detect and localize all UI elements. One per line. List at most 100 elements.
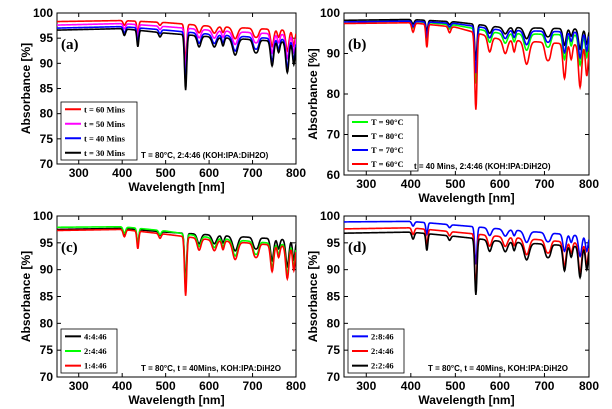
x-tick-label: 400 — [112, 166, 132, 180]
series-line — [344, 231, 589, 296]
legend-entry-label: 2:8:46 — [371, 331, 394, 341]
x-tick-label: 700 — [243, 379, 263, 393]
panel-label: (a) — [61, 37, 79, 53]
legend-box — [60, 101, 138, 161]
panel-label: (b) — [348, 37, 366, 53]
legend-entry-label: t = 40 Mins — [84, 133, 126, 143]
y-axis-label: Absorbance [%] — [306, 48, 320, 139]
y-axis-label: Absorbance [%] — [19, 251, 33, 342]
y-tick-label: 90 — [327, 47, 341, 61]
y-tick-label: 80 — [327, 87, 341, 101]
x-axis-label: Wavelength [nm] — [128, 393, 224, 407]
y-tick-label: 85 — [40, 82, 54, 96]
series-line — [344, 20, 589, 74]
panel-annotation: T = 80°C, t = 40Mins, KOH:IPA:DiH2O — [428, 364, 568, 373]
y-tick-label: 75 — [327, 343, 341, 357]
legend-entry-label: 2:4:46 — [371, 346, 394, 356]
series-line — [57, 27, 296, 91]
series-line — [57, 25, 296, 83]
y-tick-label: 70 — [327, 128, 341, 142]
x-tick-label: 400 — [112, 379, 132, 393]
x-tick-label: 600 — [490, 379, 510, 393]
panel-label: (d) — [348, 240, 366, 256]
panel-annotation: t = 40 Mins, 2:4:46 (KOH:IPA:DiH2O) — [414, 162, 551, 171]
y-tick-label: 80 — [327, 316, 341, 330]
x-tick-label: 800 — [579, 379, 599, 393]
y-tick-label: 95 — [40, 236, 54, 250]
series-line — [57, 228, 296, 296]
chart-panel-2: 300 400 500 600 700 800 60 70 80 90 100 Wavelength … — [306, 6, 599, 205]
x-tick-label: 800 — [579, 177, 599, 191]
legend-entry-label: 4:4:46 — [84, 331, 107, 341]
series-group — [57, 19, 296, 91]
x-tick-label: 700 — [243, 166, 263, 180]
legend-entry-label: T = 90°C — [371, 117, 404, 127]
y-tick-label: 100 — [320, 6, 340, 20]
x-tick-label: 500 — [445, 379, 465, 393]
chart-panel-4: 300 400 500 600 700 800 70 75 80 85 90 95 100 Wavelen… — [306, 209, 599, 407]
x-tick-label: 800 — [286, 166, 306, 180]
series-group — [57, 225, 296, 296]
series-line — [57, 22, 296, 72]
y-tick-label: 70 — [327, 370, 341, 384]
y-axis-label: Absorbance [%] — [306, 251, 320, 342]
y-axis-label: Absorbance [%] — [19, 43, 33, 134]
chart-panel-1: 300 400 500 600 700 800 70 75 80 85 90 95 100 Wavelen… — [19, 6, 306, 194]
x-tick-label: 500 — [156, 166, 176, 180]
x-tick-label: 600 — [490, 177, 510, 191]
legend-box — [347, 114, 419, 172]
x-tick-label: 300 — [356, 379, 376, 393]
y-tick-label: 90 — [40, 263, 54, 277]
series-line — [344, 227, 589, 288]
y-tick-label: 75 — [40, 343, 54, 357]
y-tick-label: 80 — [40, 316, 54, 330]
y-tick-label: 100 — [33, 209, 53, 223]
y-tick-label: 95 — [40, 31, 54, 45]
x-tick-label: 300 — [69, 166, 89, 180]
legend-entry-label: T = 80°C — [371, 131, 404, 141]
series-line — [344, 18, 589, 61]
panel-label: (c) — [61, 240, 78, 256]
x-tick-label: 400 — [401, 379, 421, 393]
legend-entry-label: 1:4:46 — [84, 361, 107, 371]
legend-entry-label: t = 50 Mins — [84, 119, 126, 129]
chart-panel-3: 300 400 500 600 700 800 70 75 80 85 90 95 100 Wavelen… — [19, 209, 306, 407]
y-tick-label: 70 — [40, 370, 54, 384]
y-tick-label: 90 — [40, 56, 54, 70]
legend-entry-label: T = 70°C — [371, 145, 404, 155]
y-tick-label: 70 — [40, 157, 54, 171]
y-tick-label: 100 — [33, 6, 53, 20]
x-tick-label: 500 — [156, 379, 176, 393]
y-tick-label: 75 — [40, 132, 54, 146]
panel-annotation: T = 80°C, t = 40Mins, KOH:IPA:DiH2O — [141, 364, 281, 373]
series-line — [344, 220, 589, 265]
legend-entry-label: t = 30 Mins — [84, 148, 126, 158]
x-tick-label: 600 — [199, 166, 219, 180]
series-group — [344, 18, 589, 110]
y-tick-label: 90 — [327, 263, 341, 277]
y-tick-label: 100 — [320, 209, 340, 223]
legend-entry-label: t = 60 Mins — [84, 104, 126, 114]
series-line — [57, 19, 296, 63]
x-axis-label: Wavelength [nm] — [418, 191, 514, 205]
series-group — [344, 220, 589, 296]
x-axis-label: Wavelength [nm] — [128, 180, 224, 194]
y-tick-label: 60 — [327, 168, 341, 182]
x-tick-label: 500 — [445, 177, 465, 191]
x-tick-label: 800 — [286, 379, 306, 393]
legend-entry-label: T = 60°C — [371, 159, 404, 169]
x-tick-label: 400 — [401, 177, 421, 191]
series-line — [57, 225, 296, 288]
x-tick-label: 300 — [69, 379, 89, 393]
x-tick-label: 700 — [534, 177, 554, 191]
panel-annotation: T = 80°C, 2:4:46 (KOH:IPA:DiH2O) — [141, 151, 269, 160]
y-tick-label: 85 — [327, 290, 341, 304]
y-tick-label: 85 — [40, 290, 54, 304]
x-tick-label: 700 — [534, 379, 554, 393]
x-axis-label: Wavelength [nm] — [418, 393, 514, 407]
y-tick-label: 95 — [327, 236, 341, 250]
legend-entry-label: 2:4:46 — [84, 346, 107, 356]
x-tick-label: 300 — [356, 177, 376, 191]
series-line — [344, 21, 589, 110]
